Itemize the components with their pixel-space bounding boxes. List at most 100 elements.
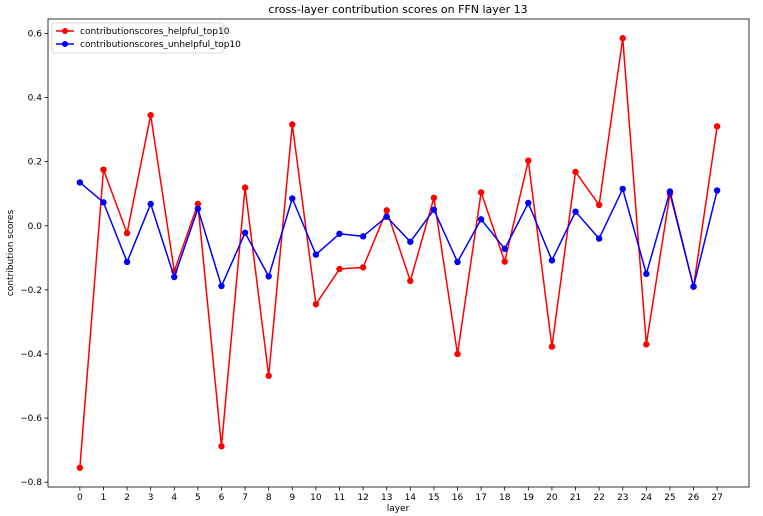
series-2-point xyxy=(572,208,579,215)
x-tick-label: 11 xyxy=(334,493,345,503)
y-tick-label: 0.6 xyxy=(28,29,43,39)
series-layer xyxy=(76,35,721,471)
x-axis-title: layer xyxy=(387,504,410,514)
x-tick-label: 5 xyxy=(195,493,201,503)
series-2-point xyxy=(643,270,650,278)
series-1-point xyxy=(123,229,131,237)
y-tick-label: −0.2 xyxy=(20,286,42,296)
x-tick-label: 3 xyxy=(148,493,154,503)
x-tick-label: 7 xyxy=(242,493,248,503)
series-2-point xyxy=(359,233,367,240)
series-2-point xyxy=(407,238,414,245)
series-1-point xyxy=(147,111,154,119)
x-tick-label: 21 xyxy=(570,493,581,503)
x-tick-label: 18 xyxy=(499,493,511,503)
legend-label-2: contributionscores_unhelpful_top10 xyxy=(80,40,241,50)
series-line-2 xyxy=(79,181,718,288)
series-1-point xyxy=(501,258,508,265)
legend: contributionscores_helpful_top10 contribu… xyxy=(51,22,241,54)
legend-marker-2 xyxy=(62,41,68,47)
series-2-point xyxy=(336,230,343,237)
y-tick-label: −0.8 xyxy=(20,478,42,488)
x-tick-label: 27 xyxy=(711,493,722,503)
x-tick-label: 24 xyxy=(641,493,653,503)
series-1-point xyxy=(477,189,485,196)
x-axis: 0 1 2 3 4 5 6 7 8 9 10 11 12 13 14 15 16 17 18 19 20 21 22 23 24… xyxy=(77,487,723,503)
series-2-point xyxy=(690,283,697,290)
x-tick-label: 1 xyxy=(101,493,107,503)
x-tick-label: 13 xyxy=(381,493,392,503)
x-tick-label: 10 xyxy=(310,493,322,503)
x-tick-label: 22 xyxy=(593,493,604,503)
series-1-point xyxy=(643,341,650,348)
series-2-point xyxy=(218,282,225,290)
series-2-point xyxy=(147,200,154,208)
plot-area xyxy=(47,18,750,488)
series-2-point xyxy=(383,213,390,220)
series-1-point xyxy=(525,157,532,164)
series-2-point xyxy=(454,258,461,266)
x-tick-label: 20 xyxy=(546,493,558,503)
series-2-point xyxy=(123,258,131,266)
series-1-point xyxy=(595,201,603,209)
series-2-point xyxy=(525,199,532,207)
legend-marker-1 xyxy=(62,28,68,34)
series-2-point xyxy=(430,206,438,213)
y-tick-label: −0.6 xyxy=(20,414,42,424)
x-tick-label: 0 xyxy=(77,493,83,503)
series-1-point xyxy=(359,264,367,271)
series-2-point xyxy=(619,185,626,193)
series-1-point xyxy=(265,372,272,379)
y-tick-label: −0.4 xyxy=(20,350,42,360)
series-2-point xyxy=(100,199,107,206)
series-2-point xyxy=(289,195,296,202)
x-tick-label: 25 xyxy=(664,493,675,503)
x-tick-label: 26 xyxy=(688,493,700,503)
series-1-point xyxy=(572,168,579,176)
x-tick-label: 23 xyxy=(617,493,628,503)
series-2-point xyxy=(171,273,178,281)
x-tick-label: 4 xyxy=(171,493,177,503)
plot-frame xyxy=(47,18,750,488)
x-tick-label: 6 xyxy=(219,493,225,503)
x-tick-label: 14 xyxy=(405,493,417,503)
legend-box xyxy=(51,22,224,54)
series-1-point xyxy=(548,343,556,350)
series-2-point xyxy=(477,216,485,223)
y-tick-label: 0.0 xyxy=(28,222,43,232)
series-1-point xyxy=(100,166,107,173)
series-1-point xyxy=(407,277,414,285)
series-1-point xyxy=(218,443,225,450)
x-tick-label: 15 xyxy=(428,493,439,503)
series-2-point xyxy=(194,205,202,212)
x-tick-label: 8 xyxy=(266,493,272,503)
series-1-point xyxy=(194,200,202,208)
series-2-point xyxy=(501,245,508,253)
y-axis: −0.8 −0.6 −0.4 −0.2 0.0 0.2 0.4 0.6 xyxy=(20,29,48,488)
series-1-point xyxy=(76,464,84,471)
x-tick-label: 16 xyxy=(452,493,464,503)
series-1-point xyxy=(430,194,438,202)
y-axis-title: contribution scores xyxy=(6,210,16,297)
x-tick-label: 12 xyxy=(357,493,368,503)
series-1-point xyxy=(289,121,296,128)
series-1-point xyxy=(241,184,249,191)
series-1-point xyxy=(713,123,721,130)
x-tick-label: 9 xyxy=(289,493,295,503)
chart-title: cross-layer contribution scores on FFN l… xyxy=(268,3,527,16)
series-line-1 xyxy=(79,37,718,468)
series-1-point xyxy=(454,350,461,358)
series-2-point xyxy=(713,187,721,194)
series-2-point xyxy=(312,251,320,258)
x-tick-label: 19 xyxy=(523,493,535,503)
series-2-point xyxy=(265,273,272,280)
y-tick-label: 0.4 xyxy=(28,94,43,104)
series-2-point xyxy=(548,257,556,264)
y-tick-label: 0.2 xyxy=(28,158,42,168)
series-2-point xyxy=(76,179,84,186)
series-1-point xyxy=(383,207,390,214)
series-1-point xyxy=(336,265,343,273)
x-tick-label: 2 xyxy=(124,493,130,503)
legend-label-1: contributionscores_helpful_top10 xyxy=(80,27,230,37)
